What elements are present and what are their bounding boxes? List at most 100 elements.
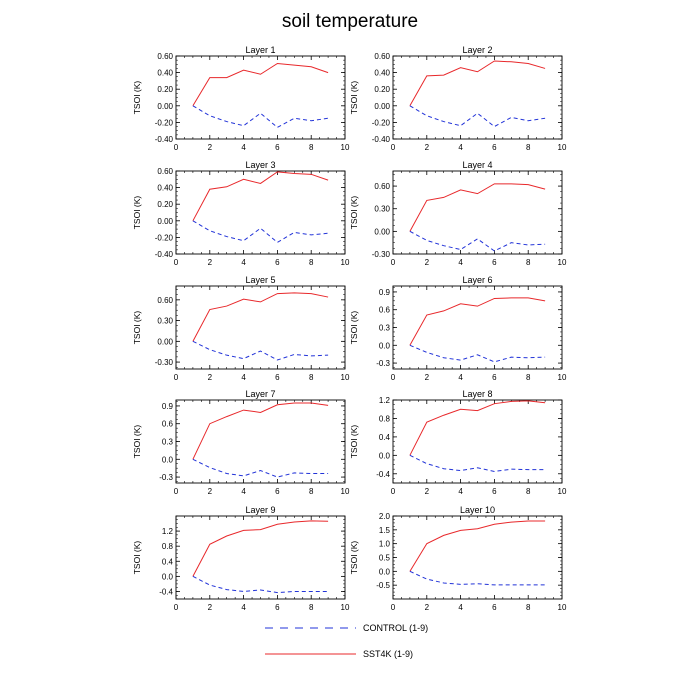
y-tick-label: 0.00 xyxy=(374,227,390,236)
x-tick-label: 6 xyxy=(275,143,280,152)
chart-panel-10: Layer 10 TSOI (K) 0 2 4 6 8 10 -0.5 0.0 0.5 1.0 1.5 2… xyxy=(349,505,567,612)
series-line-control xyxy=(409,344,546,363)
legend-item-control: CONTROL (1-9) xyxy=(265,623,428,633)
y-tick-label: 0.4 xyxy=(379,433,391,442)
legend: CONTROL (1-9) SST4K (1-9) xyxy=(265,623,428,659)
x-tick-label: 8 xyxy=(309,373,314,382)
panel-title: Layer 9 xyxy=(245,505,275,515)
y-tick-label: 0.0 xyxy=(162,572,174,581)
x-tick-label: 8 xyxy=(526,143,531,152)
y-axis-label: TSOI (K) xyxy=(132,311,142,345)
x-tick-label: 6 xyxy=(492,487,497,496)
panel-title: Layer 2 xyxy=(462,45,492,55)
series-line-sst4k xyxy=(409,297,546,346)
chart-panel-3: Layer 3 TSOI (K) 0 2 4 6 8 10 -0.40 -0.20 0.00 0.20… xyxy=(132,160,350,267)
x-tick-label: 8 xyxy=(309,487,314,496)
x-tick-label: 0 xyxy=(391,143,396,152)
x-tick-label: 2 xyxy=(425,258,430,267)
x-tick-label: 0 xyxy=(391,258,396,267)
x-tick-label: 0 xyxy=(174,373,179,382)
x-tick-label: 0 xyxy=(174,603,179,612)
x-tick-label: 4 xyxy=(241,143,246,152)
series-line-control xyxy=(192,575,329,594)
plot-frame xyxy=(175,55,346,140)
panel-title: Layer 7 xyxy=(245,389,275,399)
chart-panel-4: Layer 4 TSOI (K) 0 2 4 6 8 10 -0.30 0.00 0.30 0.60 xyxy=(349,160,567,267)
series-line-control xyxy=(409,105,546,128)
x-tick-label: 10 xyxy=(558,603,567,612)
x-tick-label: 4 xyxy=(458,487,463,496)
panel-title: Layer 1 xyxy=(245,45,275,55)
y-tick-label: 0.00 xyxy=(157,102,173,111)
panel-title: Layer 10 xyxy=(460,505,495,515)
y-tick-label: -0.30 xyxy=(155,358,174,367)
y-tick-label: 0.20 xyxy=(374,85,390,94)
y-tick-label: 0.30 xyxy=(157,317,173,326)
y-tick-label: 0.20 xyxy=(157,85,173,94)
series-line-sst4k xyxy=(192,292,329,342)
y-tick-label: 0.60 xyxy=(374,182,390,191)
series-line-sst4k xyxy=(192,402,329,460)
y-tick-label: 0.8 xyxy=(162,542,174,551)
panel-title: Layer 8 xyxy=(462,389,492,399)
y-tick-label: -0.40 xyxy=(372,135,391,144)
y-tick-label: 0.0 xyxy=(162,455,174,464)
y-tick-label: -0.3 xyxy=(159,473,173,482)
y-tick-label: 0.8 xyxy=(379,414,391,423)
y-tick-label: 0.00 xyxy=(374,102,390,111)
y-tick-label: 0.00 xyxy=(157,337,173,346)
y-tick-label: -0.4 xyxy=(376,470,390,479)
x-tick-label: 2 xyxy=(208,603,213,612)
y-tick-label: -0.40 xyxy=(155,135,174,144)
y-tick-label: 1.5 xyxy=(379,526,391,535)
y-axis-label: TSOI (K) xyxy=(132,196,142,230)
x-tick-label: 10 xyxy=(558,143,567,152)
y-tick-label: 0.9 xyxy=(162,402,174,411)
chart-panel-2: Layer 2 TSOI (K) 0 2 4 6 8 10 -0.40 -0.20 0.00 0.20… xyxy=(349,45,567,152)
y-tick-label: 0.5 xyxy=(379,554,391,563)
x-tick-label: 4 xyxy=(241,258,246,267)
y-tick-label: 0.9 xyxy=(379,288,391,297)
y-tick-label: 1.2 xyxy=(162,527,174,536)
y-axis-label: TSOI (K) xyxy=(349,196,359,230)
x-tick-label: 2 xyxy=(208,143,213,152)
plot-frame xyxy=(392,285,563,370)
plot-frame xyxy=(392,55,563,140)
x-tick-label: 10 xyxy=(341,603,350,612)
chart-panel-8: Layer 8 TSOI (K) 0 2 4 6 8 10 -0.4 0.0 0.4 0.8 1.2 xyxy=(349,389,567,496)
x-tick-label: 4 xyxy=(458,258,463,267)
series-line-sst4k xyxy=(192,171,329,222)
series-line-sst4k xyxy=(192,62,329,107)
x-tick-label: 6 xyxy=(492,258,497,267)
y-tick-label: 0.20 xyxy=(157,200,173,209)
y-tick-label: 0.0 xyxy=(379,341,391,350)
x-tick-label: 0 xyxy=(391,603,396,612)
y-tick-label: 1.0 xyxy=(379,540,391,549)
y-tick-label: 0.60 xyxy=(157,52,173,61)
y-tick-label: -0.40 xyxy=(155,250,174,259)
plot-frame xyxy=(392,170,563,255)
x-tick-label: 2 xyxy=(425,373,430,382)
x-tick-label: 8 xyxy=(309,603,314,612)
x-tick-label: 4 xyxy=(458,143,463,152)
chart-panel-1: Layer 1 TSOI (K) 0 2 4 6 8 10 -0.40 -0.20 0.00 0.20… xyxy=(132,45,350,152)
y-tick-label: 0.00 xyxy=(157,217,173,226)
y-tick-label: 0.3 xyxy=(379,324,391,333)
series-line-control xyxy=(409,570,546,586)
x-tick-label: 0 xyxy=(174,143,179,152)
legend-label: CONTROL (1-9) xyxy=(363,623,428,633)
y-tick-label: -0.20 xyxy=(372,118,391,127)
legend-item-sst4k: SST4K (1-9) xyxy=(265,649,413,659)
y-tick-label: -0.5 xyxy=(376,581,390,590)
plot-frame xyxy=(175,515,346,600)
x-tick-label: 2 xyxy=(425,603,430,612)
x-tick-label: 0 xyxy=(174,258,179,267)
series-line-control xyxy=(192,220,329,243)
x-tick-label: 4 xyxy=(458,603,463,612)
y-tick-label: 0.40 xyxy=(374,69,390,78)
x-tick-label: 10 xyxy=(341,258,350,267)
y-tick-label: 0.6 xyxy=(379,306,391,315)
y-tick-label: 0.4 xyxy=(162,557,174,566)
y-tick-label: 0.30 xyxy=(374,205,390,214)
